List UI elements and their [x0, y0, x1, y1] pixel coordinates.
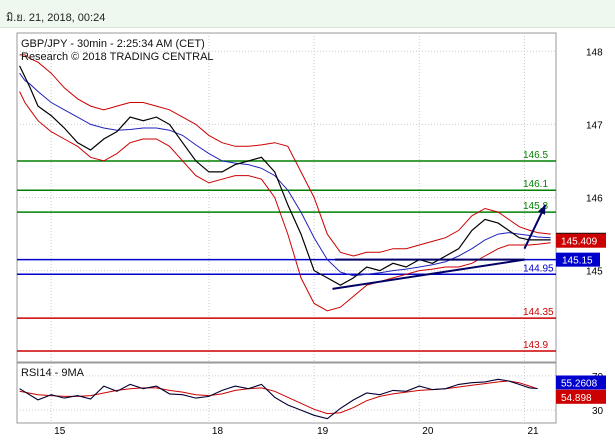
rsi-badge-label: 55.2608 [561, 378, 598, 389]
level-label: 144.95 [523, 263, 554, 274]
rsi-badge [556, 389, 606, 404]
bollinger-upper-line [19, 54, 551, 257]
rsi-panel [16, 362, 557, 424]
level-label: 145.8 [523, 201, 548, 212]
level-badge [556, 252, 600, 267]
timestamp-bar: มิ.ย. 21, 2018, 00:24 [0, 0, 615, 28]
bollinger-lower-line [19, 91, 551, 312]
level-label: 145.15 [562, 256, 593, 267]
level-label: 146.5 [523, 150, 548, 161]
price-tick-label: 146 [586, 194, 603, 205]
pattern-trendline [332, 258, 525, 290]
time-tick-label: 15 [54, 426, 66, 437]
rsi-tick-label: 30 [592, 406, 604, 417]
level-label: 146.1 [523, 179, 548, 190]
time-tick-label: 18 [212, 426, 224, 437]
rsi-badge-label: 54.898 [561, 393, 592, 404]
time-tick-label: 20 [422, 426, 434, 437]
price-tick-label: 145 [586, 267, 603, 278]
level-label: 143.9 [523, 340, 548, 351]
chart-header-line2: Research © 2018 TRADING CENTRAL [21, 51, 214, 63]
rsi-line [19, 378, 538, 420]
price-badge-label: 145.409 [561, 237, 598, 248]
rsi-ma-line [19, 380, 538, 415]
moving-average-line [19, 72, 551, 277]
price-tick-label: 147 [586, 120, 603, 131]
level-label: 144.35 [523, 307, 554, 318]
price-panel [16, 32, 557, 363]
rsi-title: RSI14 - 9MA [21, 367, 85, 379]
time-tick-label: 19 [317, 426, 329, 437]
price-badge [556, 233, 606, 248]
rsi-badge [556, 375, 606, 390]
time-tick-label: 21 [527, 426, 539, 437]
chart-header-line1: GBP/JPY - 30min - 2:25:34 AM (CET) [21, 38, 205, 50]
price-line [19, 65, 551, 286]
price-tick-label: 148 [586, 47, 603, 58]
timestamp: มิ.ย. 21, 2018, 00:24 [6, 12, 106, 24]
forecast-arrow-head [537, 204, 546, 215]
